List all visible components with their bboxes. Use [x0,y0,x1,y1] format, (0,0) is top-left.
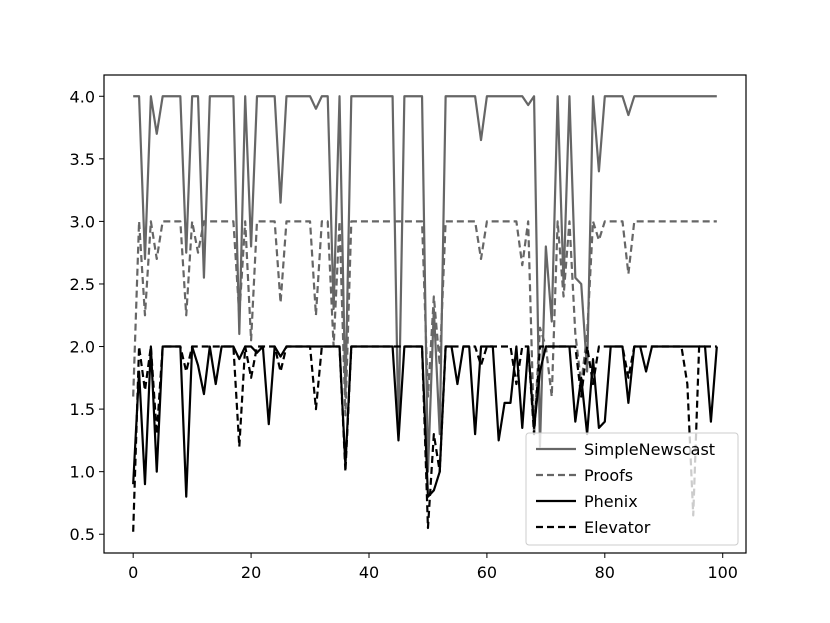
series-layer [132,95,718,532]
legend: SimpleNewscast Proofs Phenix Elevator [525,432,739,546]
x-tick-label: 20 [241,563,261,582]
y-tick-label: 2.0 [70,338,95,357]
series-line-proofs [132,220,717,436]
legend-label: SimpleNewscast [584,440,715,459]
legend-label: Phenix [584,492,638,511]
y-tick-label: 3.0 [70,212,95,231]
series-line-elevator [132,345,717,532]
y-tick-label: 4.0 [70,87,95,106]
x-tick-label: 40 [359,563,379,582]
y-tick-label: 3.5 [70,150,95,169]
plot-frame [103,74,747,554]
x-tick-label: 60 [477,563,497,582]
legend-box [525,432,739,546]
y-tick-label: 2.5 [70,275,95,294]
y-tick-label: 1.5 [70,400,95,419]
legend-label: Elevator [584,518,651,537]
x-axis: 0 20 40 60 80 100 [128,553,738,582]
y-axis: 0.5 1.0 1.5 2.0 2.5 3.0 3.5 4.0 [70,87,104,544]
x-tick-label: 0 [128,563,138,582]
x-tick-label: 100 [707,563,738,582]
y-tick-label: 1.0 [70,463,95,482]
y-tick-label: 0.5 [70,525,95,544]
legend-label: Proofs [584,466,633,485]
x-tick-label: 80 [595,563,615,582]
